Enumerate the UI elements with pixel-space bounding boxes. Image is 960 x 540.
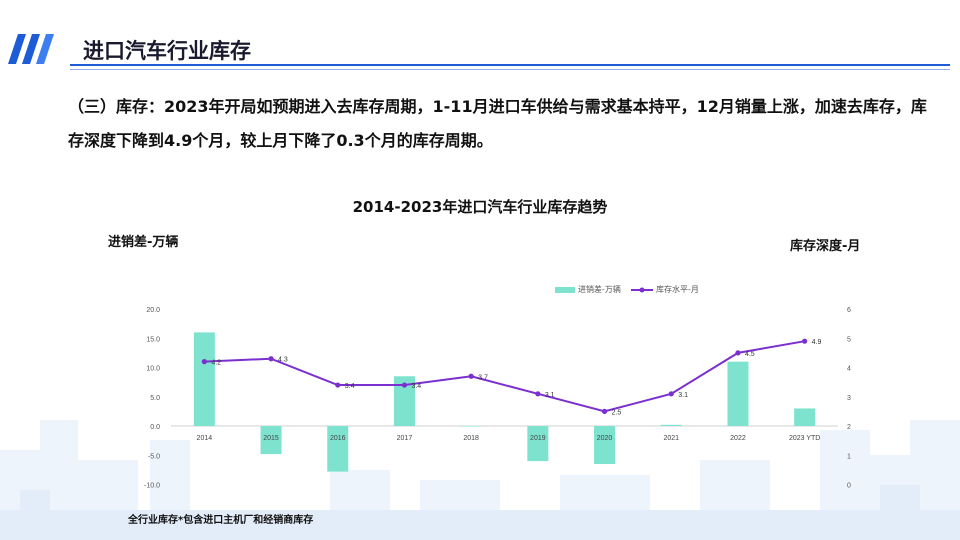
bar	[260, 426, 282, 455]
logo-stripes-icon	[8, 34, 54, 64]
line-point	[802, 338, 808, 344]
data-label: 3.1	[545, 392, 555, 399]
category-label: 2014	[197, 435, 213, 442]
summary-paragraph: （三）库存：2023年开局如预期进入去库存周期，1-11月进口车供给与需求基本持…	[68, 97, 927, 150]
line-point	[468, 373, 474, 379]
data-label: 3.1	[678, 392, 688, 399]
data-label: 4.2	[211, 360, 221, 367]
category-label: 2021	[663, 435, 679, 442]
right-axis-tick: 5	[847, 336, 851, 343]
line-point	[401, 382, 408, 388]
chart-title: 2014-2023年进口汽车行业库存趋势	[352, 198, 608, 216]
left-axis-label: 进销差-万辆	[108, 235, 179, 250]
bar	[393, 376, 415, 426]
legend-bar-label: 进销差-万辆	[578, 285, 621, 294]
right-axis-tick: 4	[847, 366, 851, 373]
legend-item-line: 库存水平-月	[631, 284, 699, 295]
legend-line-label: 库存水平-月	[656, 285, 699, 294]
category-label: 2018	[463, 435, 479, 442]
category-label: 2017	[397, 435, 413, 442]
bar	[460, 426, 482, 427]
footnote: 全行业库存*包含进口主机厂和经销商库存	[128, 515, 314, 526]
data-label: 2.5	[612, 409, 622, 416]
right-axis-label: 库存深度-月	[790, 239, 861, 254]
line-point	[535, 391, 541, 397]
header-divider	[70, 64, 950, 66]
left-axis-tick: 15.0	[146, 336, 160, 343]
line-series	[204, 340, 805, 413]
category-label: 2023 YTD	[789, 435, 820, 442]
data-label: 4.3	[278, 357, 288, 364]
right-axis-tick: 1	[847, 453, 851, 460]
bar	[193, 332, 215, 426]
line-point	[668, 391, 674, 397]
legend-item-bar: 进销差-万辆	[555, 284, 621, 295]
data-label: 3.4	[345, 383, 355, 390]
right-axis-tick: 0	[847, 483, 851, 490]
right-axis-tick: 3	[847, 395, 851, 402]
left-axis-tick: 0.0	[150, 424, 160, 431]
legend-bar-swatch	[555, 286, 575, 293]
right-axis-tick: 6	[847, 307, 851, 314]
line-point	[735, 350, 741, 356]
bar	[527, 426, 549, 462]
skyline-background	[0, 420, 960, 540]
legend-line-swatch	[631, 287, 653, 292]
left-axis-tick: 20.0	[146, 307, 160, 314]
left-axis-tick: 10.0	[146, 366, 160, 373]
line-point	[601, 408, 608, 414]
bar	[727, 361, 749, 426]
line-point	[268, 356, 274, 362]
data-label: 3.4	[411, 383, 421, 390]
right-axis-tick: 2	[847, 424, 851, 431]
data-label: 4.9	[812, 339, 822, 346]
left-axis-tick: -10.0	[144, 483, 160, 490]
data-label: 3.7	[478, 374, 488, 381]
bar	[594, 426, 616, 465]
line-point	[335, 382, 341, 388]
left-axis-tick: 5.0	[150, 395, 160, 402]
header-divider-thin	[70, 69, 950, 70]
left-axis-tick: -5.0	[148, 453, 160, 460]
category-label: 2020	[597, 435, 613, 442]
data-label: 4.5	[745, 351, 755, 358]
bar	[660, 424, 682, 426]
category-label: 2016	[330, 435, 346, 442]
bar	[327, 426, 349, 472]
category-label: 2022	[730, 435, 746, 442]
line-point	[201, 359, 207, 365]
page-header: 进口汽车行业库存	[0, 28, 960, 70]
category-label: 2015	[263, 435, 279, 442]
page-title: 进口汽车行业库存	[83, 39, 251, 63]
category-label: 2019	[530, 435, 546, 442]
bar	[794, 408, 816, 426]
